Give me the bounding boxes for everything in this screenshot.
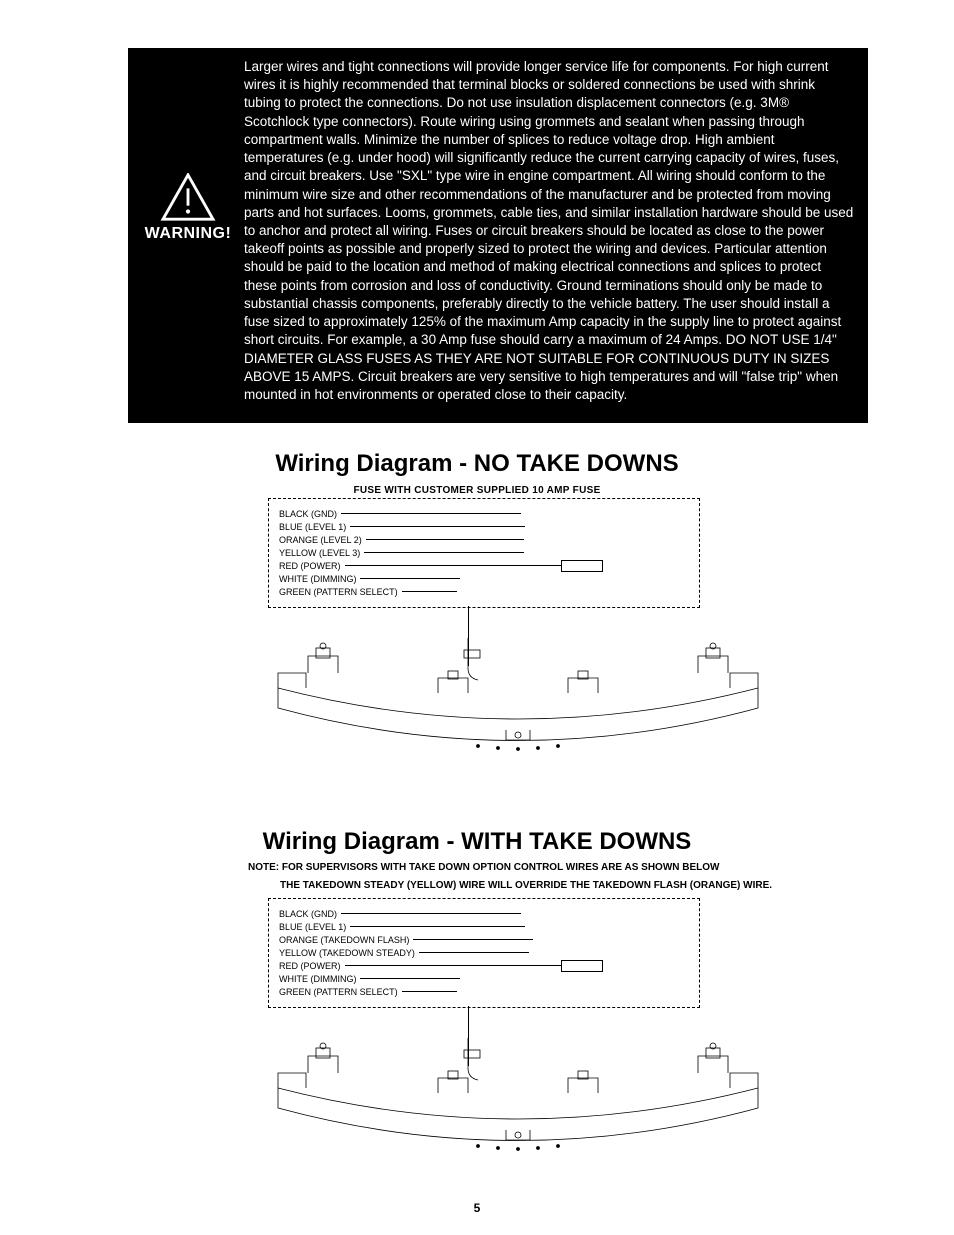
- wire-list-box-1: BLACK (GND) BLUE (LEVEL 1) ORANGE (LEVEL…: [268, 498, 700, 608]
- wire-line: [364, 552, 524, 553]
- wire-row: GREEN (PATTERN SELECT): [279, 585, 689, 598]
- wire-label: GREEN (PATTERN SELECT): [279, 587, 402, 597]
- diagram1-title: Wiring Diagram - NO TAKE DOWNS: [0, 450, 954, 478]
- wire-line: [360, 578, 460, 579]
- wire-row: RED (POWER): [279, 559, 689, 572]
- wire-line: [350, 926, 525, 927]
- wire-line: [419, 952, 529, 953]
- wire-list-box-2: BLACK (GND) BLUE (LEVEL 1) ORANGE (TAKED…: [268, 898, 700, 1008]
- wire-line: [402, 591, 457, 592]
- warning-triangle-icon: [159, 173, 217, 223]
- wire-line: [341, 513, 521, 514]
- wire-row: BLUE (LEVEL 1): [279, 520, 689, 533]
- device-outline-1: [268, 638, 768, 778]
- diagram2-note1: NOTE: FOR SUPERVISORS WITH TAKE DOWN OPT…: [248, 862, 719, 873]
- wire-label: YELLOW (TAKEDOWN STEADY): [279, 948, 419, 958]
- wire-row: ORANGE (LEVEL 2): [279, 533, 689, 546]
- wire-line: [345, 565, 565, 566]
- wire-label: RED (POWER): [279, 561, 345, 571]
- warning-icon-column: WARNING!: [138, 58, 238, 243]
- wire-line: [360, 978, 460, 979]
- wire-row: BLACK (GND): [279, 507, 689, 520]
- wire-row: WHITE (DIMMING): [279, 572, 689, 585]
- cable-drop-line: [468, 606, 469, 666]
- device-outline-2: [268, 1038, 768, 1178]
- warning-panel: WARNING! Larger wires and tight connecti…: [128, 48, 868, 423]
- wire-line: [366, 539, 524, 540]
- fuse-rect: [561, 560, 603, 572]
- wire-row: BLUE (LEVEL 1): [279, 920, 689, 933]
- wire-label: RED (POWER): [279, 961, 345, 971]
- page-number: 5: [0, 1201, 954, 1215]
- wire-label: ORANGE (TAKEDOWN FLASH): [279, 935, 413, 945]
- diagram2-title: Wiring Diagram - WITH TAKE DOWNS: [0, 828, 954, 856]
- diagram1-fuse-label: FUSE WITH CUSTOMER SUPPLIED 10 AMP FUSE: [0, 485, 954, 496]
- wire-line: [345, 965, 565, 966]
- wire-row: YELLOW (LEVEL 3): [279, 546, 689, 559]
- wire-row: WHITE (DIMMING): [279, 972, 689, 985]
- wire-label: BLUE (LEVEL 1): [279, 522, 350, 532]
- wire-row: BLACK (GND): [279, 907, 689, 920]
- fuse-rect: [561, 960, 603, 972]
- wire-label: WHITE (DIMMING): [279, 574, 360, 584]
- wiring-diagram-no-takedowns: BLACK (GND) BLUE (LEVEL 1) ORANGE (LEVEL…: [268, 498, 768, 778]
- cable-drop-line: [468, 1006, 469, 1066]
- wire-line: [402, 991, 457, 992]
- wire-label: YELLOW (LEVEL 3): [279, 548, 364, 558]
- wire-label: ORANGE (LEVEL 2): [279, 535, 366, 545]
- diagram2-note2: THE TAKEDOWN STEADY (YELLOW) WIRE WILL O…: [280, 880, 772, 891]
- wire-label: BLACK (GND): [279, 909, 341, 919]
- wire-label: GREEN (PATTERN SELECT): [279, 987, 402, 997]
- wire-row: GREEN (PATTERN SELECT): [279, 985, 689, 998]
- warning-body-text: Larger wires and tight connections will …: [238, 58, 854, 404]
- wire-line: [350, 526, 525, 527]
- wire-row: RED (POWER): [279, 959, 689, 972]
- wire-line: [341, 913, 521, 914]
- wire-row: YELLOW (TAKEDOWN STEADY): [279, 946, 689, 959]
- wire-label: BLUE (LEVEL 1): [279, 922, 350, 932]
- wire-label: WHITE (DIMMING): [279, 974, 360, 984]
- warning-label: WARNING!: [145, 225, 232, 243]
- wiring-diagram-with-takedowns: BLACK (GND) BLUE (LEVEL 1) ORANGE (TAKED…: [268, 898, 768, 1178]
- wire-line: [413, 939, 533, 940]
- wire-label: BLACK (GND): [279, 509, 341, 519]
- wire-row: ORANGE (TAKEDOWN FLASH): [279, 933, 689, 946]
